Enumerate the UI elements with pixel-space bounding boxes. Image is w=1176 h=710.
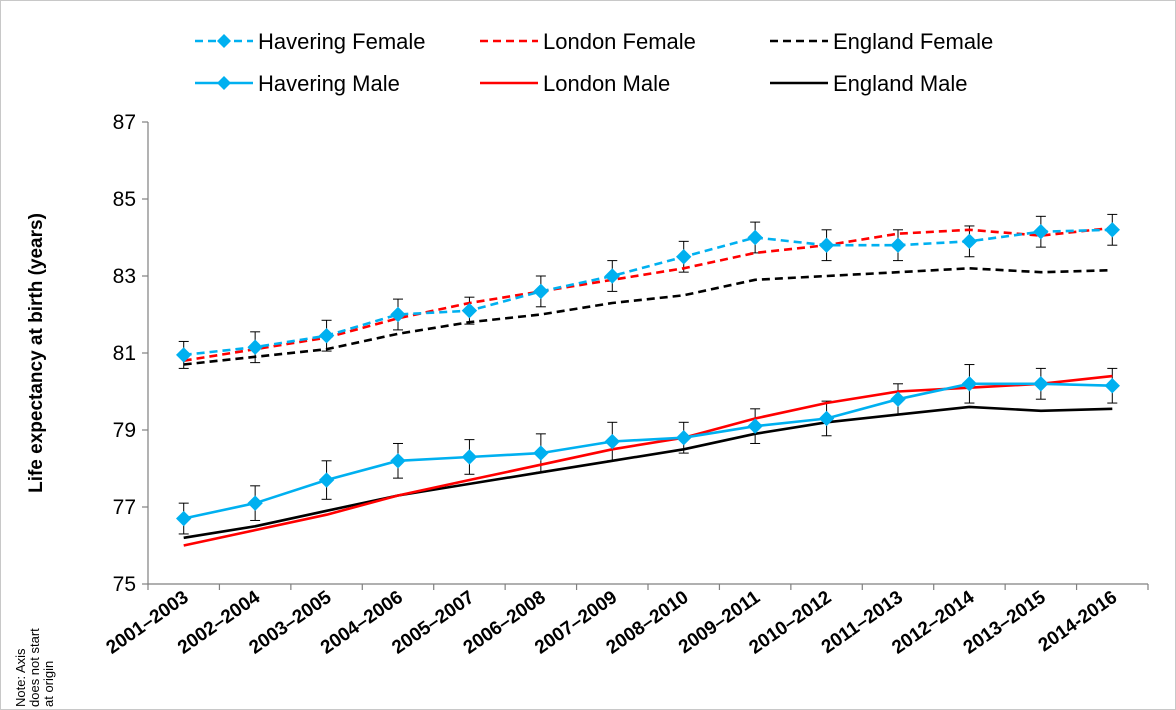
data-point-marker [890, 391, 906, 407]
legend-marker [217, 34, 231, 48]
y-tick-label: 75 [113, 573, 136, 596]
data-point-marker [818, 237, 835, 253]
y-tick-label: 87 [113, 111, 136, 134]
y-tick-label: 79 [113, 419, 136, 442]
data-point-marker [676, 249, 692, 265]
data-point-marker [176, 510, 192, 527]
data-point-marker [818, 410, 835, 427]
data-point-marker [961, 376, 978, 392]
legend-label: Havering Male [258, 71, 400, 96]
data-point-marker [1104, 222, 1120, 238]
note-line-2: does not start [27, 628, 42, 707]
data-point-marker [890, 237, 906, 253]
data-point-marker [461, 302, 478, 319]
x-ticks: 2001–20032002–20042003–20052004–20062005… [103, 584, 1149, 659]
legend-label: England Male [833, 71, 968, 96]
series-line-england-male [183, 405, 1113, 540]
legend-marker [217, 76, 231, 90]
series-line-havering-male [183, 382, 1113, 520]
data-point-marker [461, 449, 478, 465]
y-axis-label: Life expectancy at birth (years) [26, 213, 47, 493]
data-point-marker [747, 418, 763, 434]
data-point-marker [604, 268, 620, 284]
legend: Havering Female London Female England Fema… [195, 29, 993, 96]
data-point-marker [390, 453, 406, 469]
data-point-marker [1104, 378, 1120, 394]
data-point-marker [390, 306, 406, 323]
data-point-marker [533, 283, 549, 300]
note: Note: Axis does not start at origin [13, 628, 56, 707]
data-point-marker [1033, 376, 1049, 392]
series-line-england-female [183, 266, 1113, 366]
data-point-marker [533, 445, 549, 461]
series-line-london-male [183, 374, 1113, 547]
legend-label: London Male [543, 71, 670, 96]
note-line-1: Note: Axis [13, 648, 28, 707]
series-line-london-female [183, 226, 1113, 362]
data-point-marker [1033, 224, 1049, 240]
data-point-marker [247, 495, 263, 511]
y-tick-label: 81 [113, 342, 136, 365]
data-point-marker [247, 339, 263, 355]
data-point-marker [604, 433, 620, 450]
y-tick-label: 85 [113, 188, 136, 211]
legend-label: England Female [833, 29, 993, 54]
data-point-marker [961, 233, 978, 250]
series-line-havering-female [183, 228, 1113, 357]
legend-label: Havering Female [258, 29, 426, 54]
data-point-marker [676, 429, 692, 446]
axes [147, 122, 1148, 585]
data-point-marker [318, 327, 335, 344]
data-point-marker [747, 229, 763, 246]
legend-label: London Female [543, 29, 696, 54]
series-layer [176, 213, 1120, 547]
y-tick-label: 77 [113, 496, 136, 519]
data-point-marker [176, 347, 192, 363]
y-ticks: 75 77 79 81 83 85 87 [113, 111, 148, 596]
data-point-marker [318, 472, 335, 488]
y-tick-label: 83 [113, 265, 136, 288]
note-line-3: at origin [41, 661, 56, 707]
x-tick-label: 2014-2016 [1035, 587, 1121, 656]
